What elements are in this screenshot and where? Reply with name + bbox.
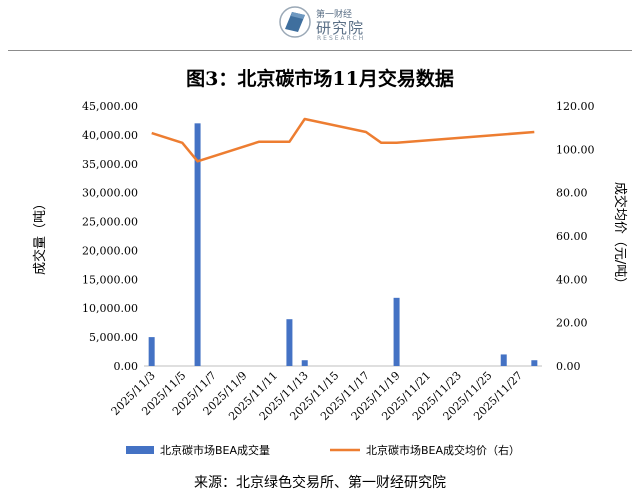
y-left-tick-label: 5,000.00 — [89, 331, 138, 344]
y-left-tick-label: 35,000.00 — [82, 158, 138, 171]
y-left-tick-label: 45,000.00 — [82, 100, 138, 113]
y-right-tick-label: 120.00 — [556, 100, 595, 113]
y-left-tick-label: 40,000.00 — [82, 129, 138, 142]
bar-volume — [393, 297, 400, 366]
bar-volume — [531, 360, 538, 366]
source-note: 来源：北京绿色交易所、第一财经研究院 — [194, 475, 446, 491]
bar-volume — [301, 360, 308, 366]
chart-title: 图3：北京碳市场11月交易数据 — [186, 68, 454, 90]
y-left-tick-label: 0.00 — [114, 360, 139, 373]
y-right-tick-label: 80.00 — [556, 187, 588, 200]
bar-volume — [148, 337, 155, 366]
header-divider — [8, 50, 632, 51]
y-right-tick-label: 60.00 — [556, 230, 588, 243]
y-left-tick-label: 30,000.00 — [82, 187, 138, 200]
y-left-tick-label: 20,000.00 — [82, 244, 138, 257]
legend-swatch-volume — [126, 446, 154, 454]
y-right-axis-title: 成交均价（元/吨） — [612, 182, 628, 290]
bar-volume — [194, 123, 201, 366]
y-right-tick-label: 20.00 — [556, 317, 588, 330]
legend-label-volume: 北京碳市场BEA成交量 — [160, 443, 270, 457]
y-left-tick-label: 15,000.00 — [82, 273, 138, 286]
y-right-tick-label: 0.00 — [556, 360, 581, 373]
bar-volume — [500, 354, 507, 366]
line-avg-price — [151, 117, 535, 163]
header: 第一财经 研究院 RESEARCH — [0, 0, 640, 51]
y-right-tick-label: 100.00 — [556, 143, 595, 156]
y-left-tick-label: 10,000.00 — [82, 302, 138, 315]
chart: 0.00 5,000.00 10,000.00 15,000.00 20,000.00 2… — [32, 100, 628, 457]
logo-mark-icon — [279, 6, 311, 38]
y-right-tick-label: 40.00 — [556, 273, 588, 286]
legend-label-price: 北京碳市场BEA成交均价（右） — [366, 443, 520, 457]
y-left-tick-label: 25,000.00 — [82, 216, 138, 229]
logo-text-top: 第一财经 — [316, 10, 353, 20]
bar-volume — [286, 319, 293, 366]
y-left-axis-title: 成交量（吨） — [32, 197, 48, 275]
logo-text-sub: RESEARCH — [317, 35, 366, 42]
logo-text-main: 研究院 — [316, 19, 365, 37]
logo: 第一财经 研究院 RESEARCH — [278, 4, 398, 44]
